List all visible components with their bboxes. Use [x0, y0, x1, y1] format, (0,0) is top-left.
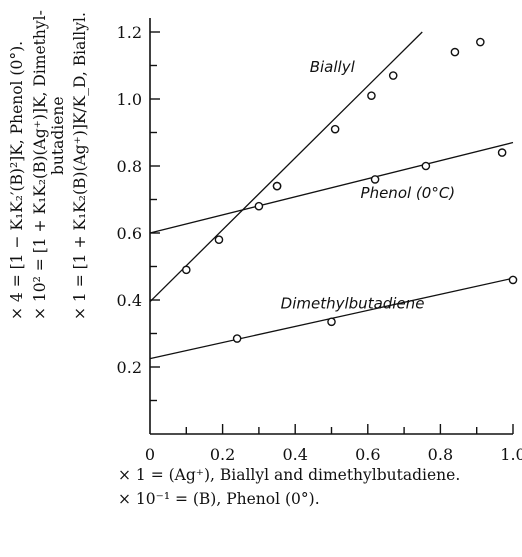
x-tick-label: 0.4	[282, 445, 307, 464]
series-line	[149, 31, 423, 303]
y-tick-label: 0.6	[117, 224, 142, 243]
data-point	[272, 181, 282, 191]
y-axis-label-line: × 10² = [1 + K₁K₂(B)(Ag⁺)]K, Dimethyl-	[31, 10, 49, 320]
series-label: Phenol (0°C)	[361, 184, 456, 202]
data-point	[370, 175, 380, 184]
data-point	[327, 317, 336, 327]
x-tick-label: 0.6	[355, 445, 380, 464]
y-axis-label-line: × 1 = [1 + K₁K₂(B)(Ag⁺)]K/K_D, Biallyl.	[71, 12, 89, 320]
data-point	[388, 71, 398, 80]
series-label: Dimethylbutadiene	[281, 294, 425, 312]
x-tick-label: 0.8	[428, 445, 453, 464]
data-point	[508, 275, 518, 285]
data-point	[497, 148, 507, 157]
data-point	[254, 201, 264, 211]
series-label: Biallyl	[310, 58, 356, 76]
data-point	[232, 334, 242, 343]
series-line	[149, 141, 514, 234]
axis-labels: Biallyl Phenol (0°C) Dimethylbutadiene × 4 …	[8, 10, 455, 320]
x-axis-label-2: × 10⁻¹ = (B), Phenol (0°).	[118, 490, 320, 508]
x-axis-label-1: × 1 = (Ag⁺), Biallyl and dimethylbutadie…	[118, 466, 461, 484]
y-tick-label: 1.2	[117, 23, 142, 42]
data-point	[421, 161, 431, 171]
y-axis-label-line: butadiene	[49, 96, 67, 175]
data-point	[214, 235, 224, 244]
y-tick-label: 0.2	[117, 358, 142, 377]
x-tick-label: 1.0	[500, 445, 522, 464]
axes: 0.2 0.4 0.6 0.8 1.0 1.2 0 0.2 0.4 0.6 0.8 1.0	[117, 18, 522, 464]
x-tick-label: 0.2	[210, 445, 235, 464]
y-axis-label-line: × 4 = [1 − K₁K₂′(B)²]K, Phenol (0°).	[8, 41, 26, 320]
data-point	[476, 37, 485, 47]
y-tick-label: 0.8	[117, 157, 142, 176]
data-points	[181, 37, 518, 343]
data-point	[330, 124, 340, 134]
y-tick-label: 0.4	[117, 291, 142, 310]
y-tick-label: 1.0	[117, 90, 142, 109]
x-tick-label: 0	[145, 445, 155, 464]
data-point	[367, 91, 376, 100]
data-point	[450, 47, 460, 57]
data-point	[181, 265, 191, 275]
